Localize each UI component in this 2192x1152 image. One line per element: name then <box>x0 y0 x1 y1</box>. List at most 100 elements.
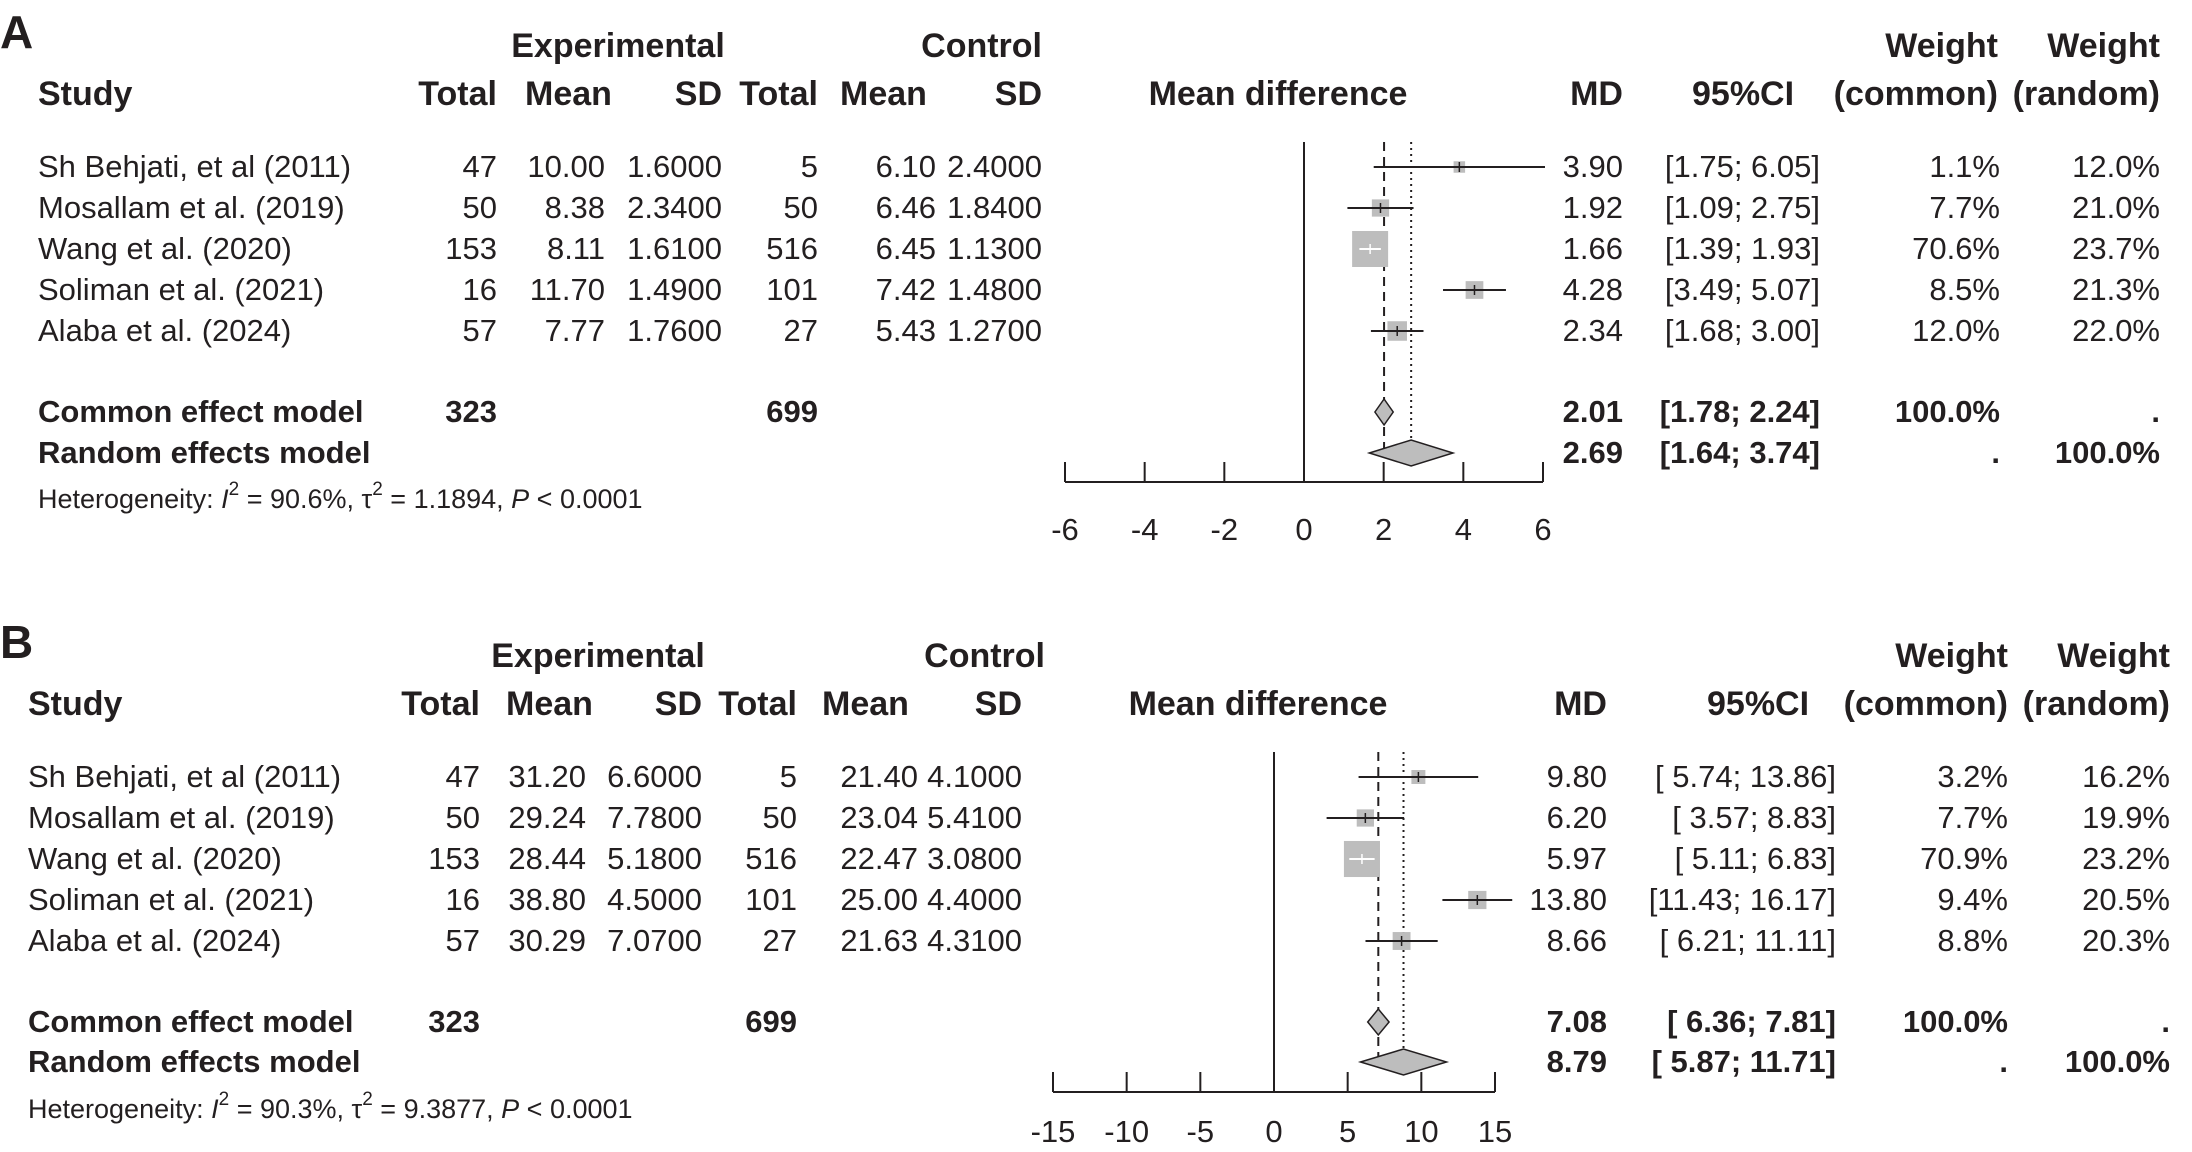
ctl-mean: 6.46 <box>876 190 936 225</box>
study-header: Study <box>28 685 123 723</box>
mean-difference-header: Mean difference <box>1129 685 1388 723</box>
heterogeneity-text: Heterogeneity: I2 = 90.3%, τ2 = 9.3877, … <box>28 1089 633 1124</box>
random-weight-common: . <box>1991 435 2000 470</box>
ctl-total-header: Total <box>718 685 797 723</box>
weight-common-header: Weight <box>1895 637 2008 675</box>
exp-mean-header: Mean <box>525 75 612 113</box>
ctl-mean: 23.04 <box>840 800 918 835</box>
exp-sd: 4.5000 <box>607 882 702 917</box>
study-name: Wang et al. (2020) <box>28 841 282 876</box>
ci-header: 95%CI <box>1707 685 1809 723</box>
tau2-value: = 9.3877, <box>373 1094 501 1124</box>
ctl-sd: 4.3100 <box>927 923 1022 958</box>
exp-sd: 1.6100 <box>627 231 722 266</box>
random-effects-diamond <box>1366 439 1456 467</box>
i2-superscript: 2 <box>229 479 240 500</box>
common-header: (common) <box>1834 75 1998 113</box>
common-ci: [ 6.36; 7.81] <box>1667 1004 1836 1039</box>
study-name: Soliman et al. (2021) <box>38 272 324 307</box>
experimental-header: Experimental <box>511 27 725 65</box>
weight-common: 3.2% <box>1937 759 2008 794</box>
exp-sd-header: SD <box>655 685 702 723</box>
ci-value: [1.75; 6.05] <box>1665 149 1820 184</box>
ctl-total: 101 <box>745 882 797 917</box>
exp-total-header: Total <box>418 75 497 113</box>
exp-mean: 8.11 <box>547 231 605 266</box>
common-weight-random: . <box>2151 394 2160 429</box>
weight-common: 7.7% <box>1937 800 2008 835</box>
x-tick-label: 5 <box>1339 1114 1356 1149</box>
x-tick-label: 10 <box>1404 1114 1438 1149</box>
weight-common: 8.8% <box>1937 923 2008 958</box>
ci-value: [ 6.21; 11.11] <box>1660 923 1836 958</box>
exp-sd: 1.4900 <box>627 272 722 307</box>
x-tick-label: -2 <box>1211 512 1239 547</box>
study-name: Sh Behjati, et al (2011) <box>38 149 351 184</box>
ctl-sd: 4.1000 <box>927 759 1022 794</box>
weight-common: 1.1% <box>1929 149 2000 184</box>
weight-random: 21.3% <box>2072 272 2160 307</box>
md-value: 1.92 <box>1563 190 1623 225</box>
ctl-mean: 22.47 <box>840 841 918 876</box>
exp-mean: 30.29 <box>508 923 586 958</box>
ci-value: [1.68; 3.00] <box>1665 313 1820 348</box>
p-value: < 0.0001 <box>529 484 642 514</box>
weight-common: 12.0% <box>1912 313 2000 348</box>
ci-value: [3.49; 5.07] <box>1665 272 1820 307</box>
ctl-total: 27 <box>763 923 797 958</box>
ctl-sd: 2.4000 <box>947 149 1042 184</box>
exp-total-header: Total <box>401 685 480 723</box>
random-weight-common: . <box>1999 1044 2008 1079</box>
exp-sd: 5.1800 <box>607 841 702 876</box>
x-tick-label: -15 <box>1031 1114 1076 1149</box>
x-tick-label: -10 <box>1104 1114 1149 1149</box>
ctl-mean-header: Mean <box>840 75 927 113</box>
random-md: 8.79 <box>1547 1044 1607 1079</box>
md-value: 3.90 <box>1563 149 1623 184</box>
random-ci: [ 5.87; 11.71] <box>1652 1044 1836 1079</box>
common-weight-common: 100.0% <box>1895 394 2000 429</box>
common-effect-label: Common effect model <box>28 1004 354 1039</box>
tau2-symbol: τ <box>352 1094 363 1124</box>
weight-random-header: Weight <box>2047 27 2160 65</box>
study-name: Alaba et al. (2024) <box>28 923 281 958</box>
x-tick-label: -5 <box>1187 1114 1215 1149</box>
weight-common: 7.7% <box>1929 190 2000 225</box>
mean-difference-header: Mean difference <box>1149 75 1408 113</box>
random-effects-diamond <box>1357 1048 1450 1076</box>
ci-value: [ 5.74; 13.86] <box>1655 759 1836 794</box>
exp-mean-header: Mean <box>506 685 593 723</box>
random-weight-random: 100.0% <box>2065 1044 2170 1079</box>
common-ctl-total: 699 <box>745 1004 797 1039</box>
exp-total: 153 <box>428 841 480 876</box>
study-name: Wang et al. (2020) <box>38 231 292 266</box>
i2-value: = 90.3%, <box>229 1094 351 1124</box>
exp-total: 57 <box>463 313 497 348</box>
exp-mean: 38.80 <box>508 882 586 917</box>
weight-random: 19.9% <box>2082 800 2170 835</box>
weight-random: 22.0% <box>2072 313 2160 348</box>
exp-sd: 1.7600 <box>627 313 722 348</box>
md-value: 6.20 <box>1547 800 1607 835</box>
ctl-total: 50 <box>763 800 797 835</box>
exp-sd: 7.0700 <box>607 923 702 958</box>
random-ci: [1.64; 3.74] <box>1660 435 1820 470</box>
common-md: 2.01 <box>1563 394 1623 429</box>
p-symbol: P <box>511 484 529 514</box>
common-md: 7.08 <box>1547 1004 1607 1039</box>
weight-random: 20.3% <box>2082 923 2170 958</box>
ctl-mean: 6.10 <box>876 149 936 184</box>
exp-mean: 11.70 <box>530 272 605 307</box>
common-effect-diamond <box>1373 397 1395 427</box>
ctl-total: 516 <box>745 841 797 876</box>
x-tick-label: 4 <box>1455 512 1472 547</box>
panel-label: A <box>0 6 33 58</box>
md-value: 8.66 <box>1547 923 1607 958</box>
weight-random: 23.7% <box>2072 231 2160 266</box>
i2-superscript: 2 <box>219 1089 230 1110</box>
exp-mean: 28.44 <box>508 841 586 876</box>
common-effect-label: Common effect model <box>38 394 364 429</box>
md-header: MD <box>1554 685 1607 723</box>
study-header: Study <box>38 75 133 113</box>
